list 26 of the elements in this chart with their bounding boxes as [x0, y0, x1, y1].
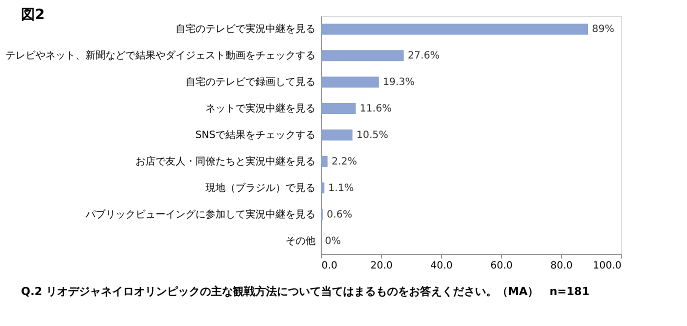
- y-tick-label: テレビやネット、新聞などで結果やダイジェスト動画をチェックする: [6, 50, 316, 62]
- x-tick-label: 80.0: [550, 260, 573, 272]
- y-tick-label: ネットで実況中継を見る: [206, 102, 316, 115]
- y-tick-label: お店で友人・同僚たちと実況中継を見る: [136, 155, 316, 168]
- x-tick-label: 20.0: [370, 260, 393, 272]
- x-tick-label: 60.0: [490, 260, 513, 272]
- y-tick-label: SNSで結果をチェックする: [195, 130, 316, 141]
- y-tick-label: 自宅のテレビで録画して見る: [186, 76, 316, 88]
- text: Q.2 リオデジャネイロオリンピックの主な観戦方法について当てはまるものをお答えください。（MA） n=181: [21, 285, 590, 298]
- y-tick-label: パブリックビューイングに参加して実況中継を見る: [84, 208, 316, 220]
- y-tick-label: その他: [286, 234, 316, 247]
- data-label: 2.2%: [332, 156, 358, 168]
- y-tick-label: 現地（ブラジル）で見る: [206, 182, 316, 194]
- data-label: 27.6%: [408, 50, 440, 62]
- data-label: 10.5%: [356, 130, 388, 141]
- x-tick-label: 100.0: [592, 260, 622, 272]
- data-label: 1.1%: [328, 182, 354, 194]
- y-tick-label: 自宅のテレビで実況中継を見る: [176, 23, 316, 36]
- data-label: 19.3%: [382, 77, 415, 88]
- data-label: 0%: [325, 236, 341, 247]
- text: 図2: [21, 7, 45, 23]
- data-label: 0.6%: [326, 209, 352, 220]
- data-label: 89%: [592, 24, 614, 36]
- x-tick-label: 0.0: [322, 260, 338, 272]
- x-tick-label: 40.0: [430, 260, 453, 272]
- data-label: 11.6%: [360, 104, 392, 115]
